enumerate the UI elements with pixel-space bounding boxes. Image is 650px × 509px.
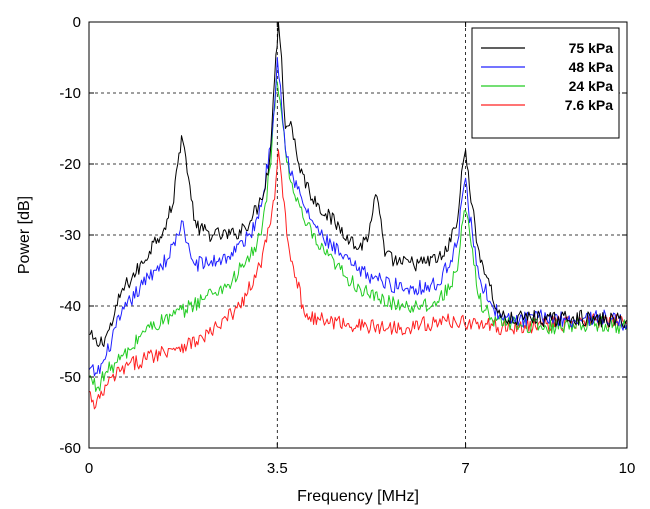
x-tick-labels: 0 3.5 7 10 [85,460,636,477]
series-line-1 [88,57,628,377]
grid [89,22,627,448]
series-line-0 [88,21,628,347]
y-tick-label-5: -50 [59,369,81,386]
ticks [88,21,628,449]
y-tick-label-3: -30 [59,227,81,244]
legend-label-3: 7.6 kPa [565,97,613,113]
legend-label-2: 24 kPa [569,78,614,94]
series-line-2 [88,78,628,392]
y-axis-label: Power [dB] [16,196,33,274]
y-tick-label-2: -20 [59,156,81,173]
legend: 75 kPa 48 kPa 24 kPa 7.6 kPa [471,27,620,139]
y-tick-label-1: -10 [59,85,81,102]
x-tick-label-0: 0 [85,460,93,477]
series-line-3 [88,149,628,410]
x-tick-label-1: 3.5 [267,460,288,477]
legend-items: 75 kPa 48 kPa 24 kPa 7.6 kPa [481,40,613,113]
legend-label-1: 48 kPa [569,59,614,75]
x-tick-label-3: 10 [619,460,636,477]
legend-label-0: 75 kPa [569,40,614,56]
x-tick-label-2: 7 [461,460,469,477]
x-axis-label: Frequency [MHz] [297,488,419,505]
y-tick-label-4: -40 [59,298,81,315]
y-tick-label-6: -60 [59,440,81,457]
y-tick-labels: 0 -10 -20 -30 -40 -50 -60 [59,14,81,457]
series-layer [88,21,628,410]
y-tick-label-0: 0 [73,14,81,31]
legend-box [471,27,620,139]
